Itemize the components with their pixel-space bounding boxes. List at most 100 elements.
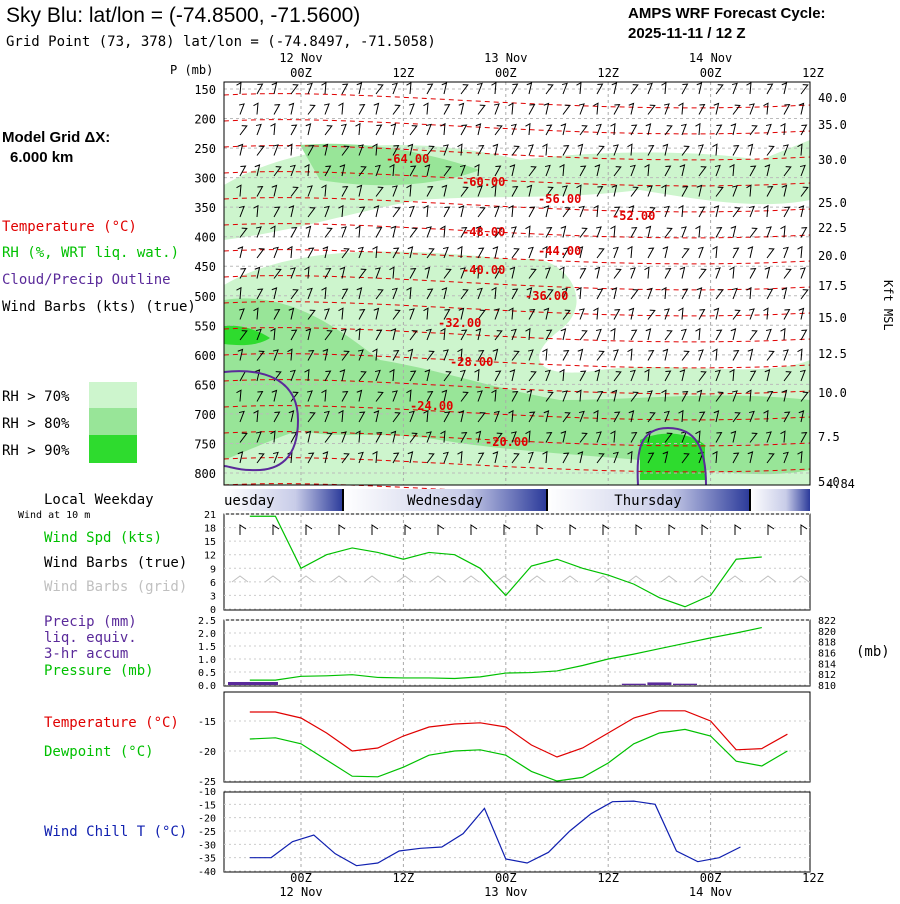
wind-barb bbox=[678, 204, 684, 218]
wind-barb bbox=[798, 307, 805, 320]
wind-barb bbox=[441, 287, 448, 300]
wind-barb bbox=[644, 163, 650, 177]
temp-tick-label: -20 bbox=[198, 747, 216, 758]
wind-barb bbox=[355, 122, 361, 136]
wind-barb bbox=[493, 205, 500, 218]
wind-barb bbox=[714, 369, 721, 382]
wind-barb bbox=[525, 327, 531, 341]
grid-wind-barb bbox=[759, 575, 777, 583]
wind-barb bbox=[476, 287, 483, 300]
wind-barb bbox=[630, 391, 639, 402]
wind-barb bbox=[307, 412, 316, 423]
wind-barb bbox=[782, 144, 789, 156]
pressure-label: Pressure (mb) bbox=[44, 663, 154, 679]
wind-barb bbox=[695, 327, 701, 341]
wind-barb bbox=[729, 266, 735, 279]
wind-barb bbox=[356, 184, 363, 197]
wind-barb bbox=[272, 349, 279, 361]
wind-barb bbox=[509, 164, 516, 177]
wind-barb bbox=[799, 369, 806, 382]
wind-barb bbox=[749, 227, 758, 238]
wind-barb bbox=[629, 164, 636, 177]
wind-barb bbox=[578, 103, 585, 115]
wind-barb bbox=[324, 268, 332, 279]
wind-barb bbox=[526, 82, 533, 95]
wind-tick-label: 0 bbox=[210, 605, 216, 616]
wind-barb bbox=[681, 391, 689, 402]
wind-barb bbox=[783, 104, 791, 115]
wind-barb bbox=[596, 186, 604, 197]
wind-barb bbox=[443, 411, 451, 423]
wind-barb bbox=[596, 248, 605, 259]
wind-barb bbox=[543, 102, 550, 115]
wind-barb bbox=[749, 165, 757, 177]
isotherm-line bbox=[223, 353, 811, 369]
wind-barb bbox=[458, 410, 465, 423]
wind-barb bbox=[341, 453, 350, 464]
wind-barb bbox=[460, 432, 468, 443]
wind-barb bbox=[644, 266, 650, 279]
isotherm-label: -48.00 bbox=[462, 225, 505, 239]
wind-barb bbox=[290, 329, 298, 341]
wind-barb bbox=[730, 328, 737, 341]
wind-barb bbox=[511, 391, 519, 402]
precip-tick-label: 0.0 bbox=[198, 681, 216, 692]
isotherm-line bbox=[223, 405, 811, 421]
wind-barb bbox=[511, 288, 519, 300]
wind-barb bbox=[664, 268, 672, 279]
wind-barb bbox=[715, 329, 723, 341]
wind-barb bbox=[646, 390, 653, 402]
wind-barb bbox=[392, 247, 400, 259]
wind-barb bbox=[594, 369, 601, 382]
wind-barb bbox=[238, 308, 245, 320]
cloud-outline bbox=[636, 426, 707, 486]
wind-barb bbox=[392, 412, 401, 423]
wind-barb bbox=[271, 184, 278, 197]
wind-barb bbox=[748, 103, 755, 115]
surface-wind-barb bbox=[272, 524, 280, 535]
wind-barb bbox=[442, 144, 449, 156]
wind-barb bbox=[492, 143, 499, 156]
legend-cloud: Cloud/Precip Outline bbox=[2, 272, 171, 288]
isotherm-line bbox=[223, 197, 811, 213]
wind-barb bbox=[358, 206, 366, 218]
pressure-unit-right-label: (mb) bbox=[856, 644, 890, 660]
wind-barb bbox=[663, 103, 670, 115]
wind-tick-label: 9 bbox=[210, 564, 216, 575]
wind-barb bbox=[646, 287, 653, 300]
wind-barb bbox=[781, 287, 788, 300]
wind-barb bbox=[765, 226, 772, 238]
wind-barb bbox=[477, 145, 485, 156]
wind-barb bbox=[358, 104, 366, 115]
grid-wind-barb bbox=[561, 575, 579, 583]
wind-barb bbox=[697, 451, 704, 464]
wind-barb bbox=[460, 289, 469, 300]
wind-barb bbox=[780, 327, 786, 341]
wind-barb bbox=[577, 143, 584, 156]
wind-barb bbox=[254, 164, 261, 177]
wind-barb bbox=[322, 451, 329, 464]
wind-tick-label: 15 bbox=[204, 537, 216, 548]
wind-barb bbox=[731, 82, 738, 95]
pressure-unit-label: P (mb) bbox=[170, 63, 213, 77]
wind-barb bbox=[596, 350, 605, 361]
rh70-swatch bbox=[89, 382, 137, 408]
wind-barb bbox=[440, 225, 446, 238]
height-unit-label: Kft MSL bbox=[881, 280, 895, 331]
wind-barb bbox=[236, 389, 242, 402]
wind-barb bbox=[559, 266, 565, 279]
wind-barb bbox=[358, 411, 366, 423]
wind-barb bbox=[698, 166, 707, 177]
wind-barb bbox=[477, 452, 485, 464]
wind-barb bbox=[800, 289, 809, 300]
wind-barb bbox=[508, 102, 514, 115]
wind-barb bbox=[764, 266, 771, 279]
wind-barb bbox=[749, 125, 758, 136]
pressure-tick-label-right: 812 bbox=[818, 670, 836, 681]
wind-barb bbox=[764, 164, 771, 177]
wind-barb bbox=[239, 227, 248, 238]
pressure-tick-label-right: 822 bbox=[818, 616, 836, 627]
wind-barb bbox=[323, 410, 330, 423]
isotherm-label: -56.00 bbox=[538, 192, 581, 206]
wind-barb bbox=[287, 143, 293, 156]
